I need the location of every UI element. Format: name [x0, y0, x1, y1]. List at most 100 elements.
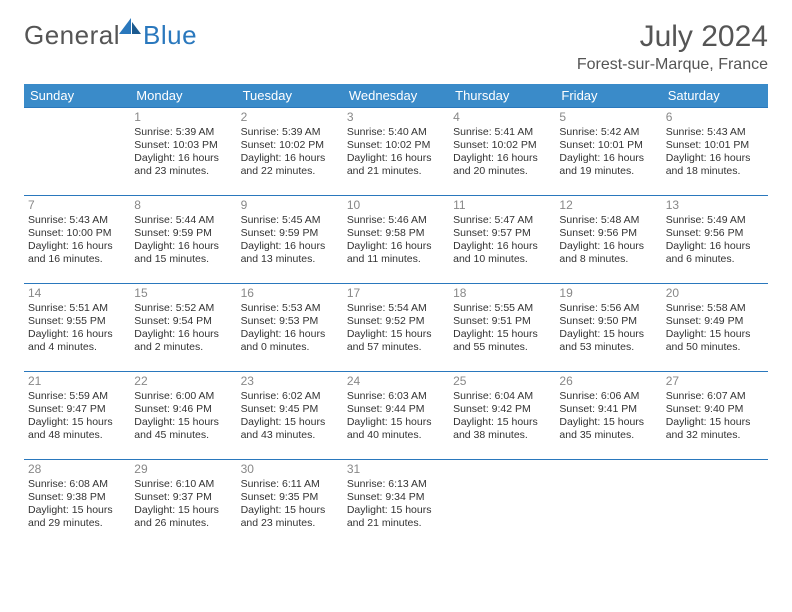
cell-sunrise: Sunrise: 6:10 AM [134, 478, 232, 491]
cell-sunset: Sunset: 9:59 PM [134, 227, 232, 240]
cell-daylight1: Daylight: 15 hours [347, 328, 445, 341]
cell-daylight2: and 16 minutes. [28, 253, 126, 266]
logo-text-general: General [24, 20, 120, 51]
cell-sunset: Sunset: 9:53 PM [241, 315, 339, 328]
logo-text-blue: Blue [143, 20, 197, 51]
cell-sunrise: Sunrise: 5:47 AM [453, 214, 551, 227]
cell-daylight1: Daylight: 15 hours [134, 504, 232, 517]
calendar-day-cell: 5Sunrise: 5:42 AMSunset: 10:01 PMDayligh… [555, 108, 661, 196]
cell-daylight1: Daylight: 16 hours [134, 152, 232, 165]
day-number: 30 [241, 462, 339, 477]
calendar-day-cell: 10Sunrise: 5:46 AMSunset: 9:58 PMDayligh… [343, 196, 449, 284]
cell-daylight2: and 48 minutes. [28, 429, 126, 442]
cell-daylight1: Daylight: 15 hours [453, 328, 551, 341]
calendar-day-cell: 26Sunrise: 6:06 AMSunset: 9:41 PMDayligh… [555, 372, 661, 460]
calendar-day-cell: 7Sunrise: 5:43 AMSunset: 10:00 PMDayligh… [24, 196, 130, 284]
calendar-day-cell: 22Sunrise: 6:00 AMSunset: 9:46 PMDayligh… [130, 372, 236, 460]
cell-daylight2: and 20 minutes. [453, 165, 551, 178]
calendar-day-cell: 27Sunrise: 6:07 AMSunset: 9:40 PMDayligh… [662, 372, 768, 460]
cell-sunset: Sunset: 9:51 PM [453, 315, 551, 328]
day-number: 28 [28, 462, 126, 477]
cell-sunrise: Sunrise: 5:43 AM [28, 214, 126, 227]
cell-sunset: Sunset: 10:01 PM [666, 139, 764, 152]
calendar-day-cell: 28Sunrise: 6:08 AMSunset: 9:38 PMDayligh… [24, 460, 130, 548]
cell-daylight2: and 4 minutes. [28, 341, 126, 354]
day-number: 22 [134, 374, 232, 389]
day-number: 6 [666, 110, 764, 125]
cell-daylight2: and 2 minutes. [134, 341, 232, 354]
cell-sunrise: Sunrise: 5:48 AM [559, 214, 657, 227]
day-number: 11 [453, 198, 551, 213]
cell-sunrise: Sunrise: 5:58 AM [666, 302, 764, 315]
calendar-day-cell: 24Sunrise: 6:03 AMSunset: 9:44 PMDayligh… [343, 372, 449, 460]
cell-sunrise: Sunrise: 5:55 AM [453, 302, 551, 315]
cell-daylight2: and 53 minutes. [559, 341, 657, 354]
cell-daylight1: Daylight: 16 hours [241, 240, 339, 253]
cell-sunset: Sunset: 9:57 PM [453, 227, 551, 240]
calendar-day-cell: 11Sunrise: 5:47 AMSunset: 9:57 PMDayligh… [449, 196, 555, 284]
calendar-week-row: 1Sunrise: 5:39 AMSunset: 10:03 PMDayligh… [24, 108, 768, 196]
logo: General Blue [24, 20, 197, 51]
calendar-day-cell: 14Sunrise: 5:51 AMSunset: 9:55 PMDayligh… [24, 284, 130, 372]
cell-daylight2: and 21 minutes. [347, 165, 445, 178]
cell-sunset: Sunset: 9:45 PM [241, 403, 339, 416]
day-number: 25 [453, 374, 551, 389]
cell-daylight1: Daylight: 16 hours [28, 328, 126, 341]
weekday-header: Friday [555, 84, 661, 108]
day-number: 29 [134, 462, 232, 477]
day-number: 17 [347, 286, 445, 301]
cell-sunrise: Sunrise: 5:43 AM [666, 126, 764, 139]
cell-sunset: Sunset: 9:56 PM [559, 227, 657, 240]
cell-sunrise: Sunrise: 5:59 AM [28, 390, 126, 403]
cell-sunrise: Sunrise: 5:54 AM [347, 302, 445, 315]
cell-daylight2: and 43 minutes. [241, 429, 339, 442]
cell-daylight1: Daylight: 16 hours [559, 240, 657, 253]
cell-daylight2: and 40 minutes. [347, 429, 445, 442]
location-label: Forest-sur-Marque, France [577, 56, 768, 74]
cell-daylight2: and 29 minutes. [28, 517, 126, 530]
cell-daylight1: Daylight: 16 hours [453, 240, 551, 253]
cell-daylight2: and 22 minutes. [241, 165, 339, 178]
cell-daylight1: Daylight: 15 hours [559, 416, 657, 429]
cell-daylight1: Daylight: 15 hours [347, 504, 445, 517]
day-number: 3 [347, 110, 445, 125]
calendar-day-cell: 3Sunrise: 5:40 AMSunset: 10:02 PMDayligh… [343, 108, 449, 196]
cell-daylight2: and 13 minutes. [241, 253, 339, 266]
cell-sunset: Sunset: 9:38 PM [28, 491, 126, 504]
calendar-day-cell [662, 460, 768, 548]
cell-daylight1: Daylight: 15 hours [28, 504, 126, 517]
calendar-day-cell [555, 460, 661, 548]
day-number: 31 [347, 462, 445, 477]
calendar-day-cell [449, 460, 555, 548]
cell-daylight1: Daylight: 15 hours [241, 416, 339, 429]
cell-daylight2: and 18 minutes. [666, 165, 764, 178]
calendar-day-cell: 19Sunrise: 5:56 AMSunset: 9:50 PMDayligh… [555, 284, 661, 372]
cell-sunrise: Sunrise: 6:08 AM [28, 478, 126, 491]
calendar-day-cell: 20Sunrise: 5:58 AMSunset: 9:49 PMDayligh… [662, 284, 768, 372]
cell-daylight2: and 26 minutes. [134, 517, 232, 530]
day-number: 5 [559, 110, 657, 125]
cell-sunset: Sunset: 9:54 PM [134, 315, 232, 328]
cell-sunset: Sunset: 9:47 PM [28, 403, 126, 416]
cell-daylight2: and 10 minutes. [453, 253, 551, 266]
cell-daylight2: and 0 minutes. [241, 341, 339, 354]
cell-daylight1: Daylight: 16 hours [241, 328, 339, 341]
day-number: 26 [559, 374, 657, 389]
month-title: July 2024 [577, 20, 768, 54]
cell-daylight2: and 19 minutes. [559, 165, 657, 178]
cell-daylight2: and 35 minutes. [559, 429, 657, 442]
cell-daylight1: Daylight: 15 hours [347, 416, 445, 429]
day-number: 10 [347, 198, 445, 213]
day-number: 15 [134, 286, 232, 301]
cell-daylight2: and 23 minutes. [241, 517, 339, 530]
cell-sunset: Sunset: 9:34 PM [347, 491, 445, 504]
cell-sunset: Sunset: 9:55 PM [28, 315, 126, 328]
calendar-day-cell: 1Sunrise: 5:39 AMSunset: 10:03 PMDayligh… [130, 108, 236, 196]
cell-sunset: Sunset: 10:02 PM [453, 139, 551, 152]
cell-daylight2: and 21 minutes. [347, 517, 445, 530]
cell-daylight1: Daylight: 16 hours [134, 328, 232, 341]
calendar-day-cell: 4Sunrise: 5:41 AMSunset: 10:02 PMDayligh… [449, 108, 555, 196]
cell-daylight1: Daylight: 15 hours [559, 328, 657, 341]
day-number: 4 [453, 110, 551, 125]
day-number: 16 [241, 286, 339, 301]
